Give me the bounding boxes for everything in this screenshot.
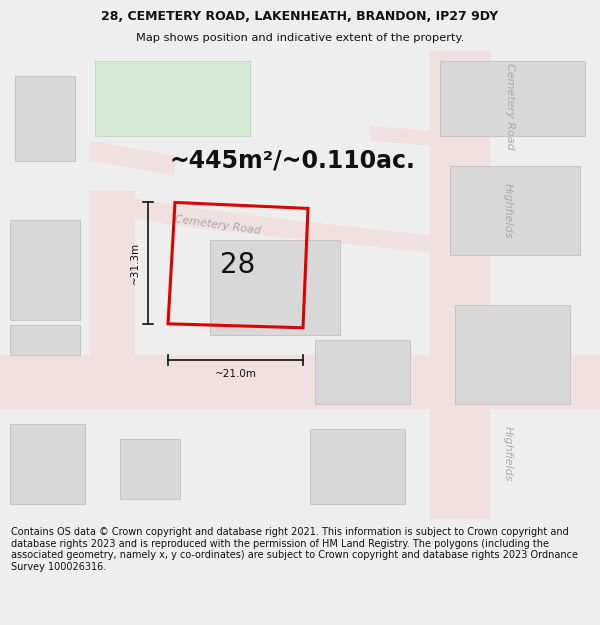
Text: Highfields: Highfields xyxy=(503,182,513,238)
Text: ~445m²/~0.110ac.: ~445m²/~0.110ac. xyxy=(170,149,416,173)
Bar xyxy=(10,424,85,504)
Bar xyxy=(210,240,340,335)
Bar xyxy=(120,439,180,499)
Text: ~21.0m: ~21.0m xyxy=(215,369,257,379)
Bar xyxy=(10,325,80,354)
Polygon shape xyxy=(90,191,430,252)
Bar xyxy=(430,51,490,519)
Bar xyxy=(0,354,600,409)
Text: ~31.3m: ~31.3m xyxy=(130,242,140,284)
Bar xyxy=(455,305,570,404)
Text: 28, CEMETERY ROAD, LAKENHEATH, BRANDON, IP27 9DY: 28, CEMETERY ROAD, LAKENHEATH, BRANDON, … xyxy=(101,10,499,23)
Polygon shape xyxy=(90,141,175,176)
Text: Cemetery Road: Cemetery Road xyxy=(174,214,262,236)
Text: Highfields: Highfields xyxy=(503,426,513,482)
Text: Contains OS data © Crown copyright and database right 2021. This information is : Contains OS data © Crown copyright and d… xyxy=(11,528,578,572)
Bar xyxy=(90,191,135,409)
Text: Map shows position and indicative extent of the property.: Map shows position and indicative extent… xyxy=(136,33,464,44)
Bar xyxy=(450,166,580,255)
Bar xyxy=(15,76,75,161)
Bar xyxy=(95,61,250,136)
Bar xyxy=(315,340,410,404)
Text: Cemetery Road: Cemetery Road xyxy=(505,62,515,149)
Bar xyxy=(440,61,585,136)
Bar xyxy=(310,429,405,504)
Polygon shape xyxy=(370,126,430,146)
Bar xyxy=(10,221,80,320)
Text: 28: 28 xyxy=(220,251,256,279)
